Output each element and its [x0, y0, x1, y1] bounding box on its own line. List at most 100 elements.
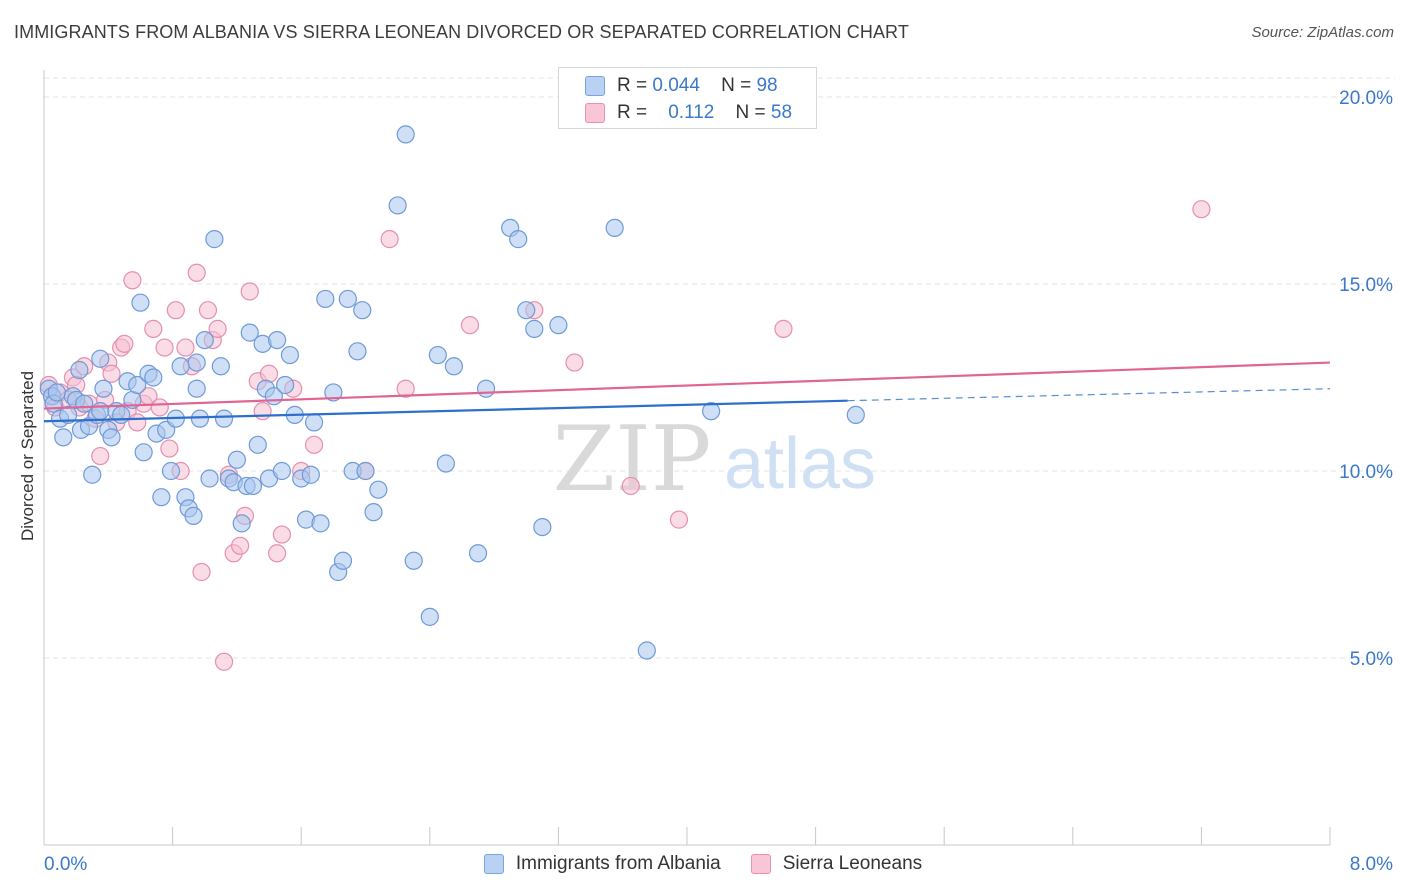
chart-title: IMMIGRANTS FROM ALBANIA VS SIERRA LEONEA…	[14, 22, 909, 42]
albania-point	[161, 461, 181, 481]
sierra-leone-point	[155, 338, 174, 357]
albania-point	[59, 405, 78, 424]
albania-point	[311, 514, 330, 533]
albania-point	[94, 379, 113, 398]
sierra-leone-point	[115, 334, 134, 353]
legend-item-albania[interactable]: Immigrants from Albania	[483, 853, 721, 875]
legend-label: Immigrants from Albania	[515, 853, 721, 874]
albania-point	[356, 461, 375, 481]
albania-point	[205, 230, 224, 249]
sierra-leone-point	[176, 338, 195, 357]
n-value: 58	[770, 102, 793, 123]
n-value: 98	[756, 75, 778, 96]
albania-point	[304, 413, 324, 432]
albania-point	[364, 503, 383, 522]
albania-point	[91, 349, 110, 368]
albania-point	[348, 342, 367, 361]
albania-swatch	[585, 76, 605, 96]
albania-point	[468, 544, 488, 563]
sierra-leone-point	[460, 316, 480, 335]
albania-point	[195, 331, 214, 350]
albania-point	[54, 428, 73, 447]
legend-row-sierra-leone: R = 0.112 N = 58	[585, 100, 792, 126]
albania-point	[128, 375, 147, 395]
watermark: ZIP atlas	[553, 407, 876, 512]
albania-trend-line	[43, 399, 848, 423]
albania-point	[83, 465, 102, 484]
sierra-leone-point	[304, 435, 324, 454]
sierra-leone-point	[565, 353, 584, 372]
r-value: 0.112	[668, 102, 715, 123]
albania-point	[444, 357, 464, 376]
n-label: N =	[735, 102, 766, 123]
r-label: R =	[617, 75, 648, 96]
data-points	[39, 125, 1211, 671]
albania-point	[388, 196, 407, 215]
albania-point	[102, 428, 121, 447]
albania-point	[549, 316, 568, 335]
albania-point	[187, 379, 206, 398]
n-label: N =	[721, 75, 752, 96]
r-value: 0.044	[652, 75, 700, 96]
albania-point	[846, 405, 865, 424]
axes	[43, 70, 1331, 846]
albania-point	[702, 402, 721, 421]
albania-point	[134, 443, 153, 462]
sierra-leone-point	[102, 364, 121, 383]
sierra-leone-point	[123, 271, 142, 290]
y-tick-label: 15.0%	[1339, 275, 1393, 296]
sierra-leone-point	[144, 319, 163, 338]
sierra-leone-point	[192, 562, 211, 582]
albania-point	[152, 488, 171, 507]
trend-lines	[43, 361, 1331, 423]
sierra-leone-point	[669, 510, 689, 529]
albania-point	[272, 461, 292, 481]
albania-point	[404, 551, 423, 570]
albania-point	[396, 125, 415, 144]
albania-point	[112, 405, 131, 424]
albania-point	[131, 293, 150, 312]
albania-point	[428, 345, 447, 365]
sierra-leone-point	[267, 544, 287, 563]
albania-point	[509, 230, 528, 249]
series-legend: Immigrants from Albania Sierra Leoneans	[0, 850, 1406, 878]
albania-point	[517, 301, 536, 320]
albania-point	[232, 514, 251, 533]
sierra-leone-trend-line	[43, 361, 1331, 410]
sierra-leone-point	[208, 319, 227, 338]
albania-point	[47, 383, 66, 402]
albania-point	[316, 289, 335, 309]
y-tick-label: 5.0%	[1350, 649, 1393, 670]
sierra-leone-point	[198, 301, 218, 320]
albania-point	[91, 402, 110, 421]
tick-labels: 5.0% 10.0% 15.0% 20.0% 0.0% 8.0%	[44, 88, 1393, 875]
albania-point	[420, 607, 439, 626]
sierra-leone-point	[240, 282, 259, 301]
legend-label: Sierra Leoneans	[782, 853, 923, 874]
sierra-leone-point	[774, 319, 793, 338]
sierra-leone-point	[91, 446, 110, 466]
albania-point	[248, 435, 267, 454]
sierra-leone-point	[396, 379, 415, 398]
albania-point	[227, 450, 246, 469]
albania-point	[637, 641, 656, 660]
albania-point	[436, 454, 455, 473]
sierra-leone-swatch	[750, 854, 771, 874]
albania-point	[240, 323, 259, 342]
albania-point	[171, 357, 190, 376]
sierra-leone-point	[231, 536, 250, 555]
albania-swatch	[483, 854, 504, 874]
x-tick-label-min: 0.0%	[44, 854, 87, 875]
albania-point	[276, 375, 295, 395]
legend-item-sierra-leone[interactable]: Sierra Leoneans	[750, 853, 923, 875]
albania-point	[533, 517, 552, 537]
sierra-leone-point	[380, 230, 399, 249]
y-tick-label: 20.0%	[1339, 88, 1393, 109]
sierra-leone-point	[253, 402, 272, 421]
albania-trend-extension	[847, 388, 1331, 402]
albania-point	[333, 551, 353, 570]
legend-row-albania: R = 0.044 N = 98	[585, 73, 778, 99]
x-tick-label-max: 8.0%	[1350, 854, 1393, 875]
albania-point	[280, 345, 300, 365]
albania-point	[605, 218, 624, 237]
